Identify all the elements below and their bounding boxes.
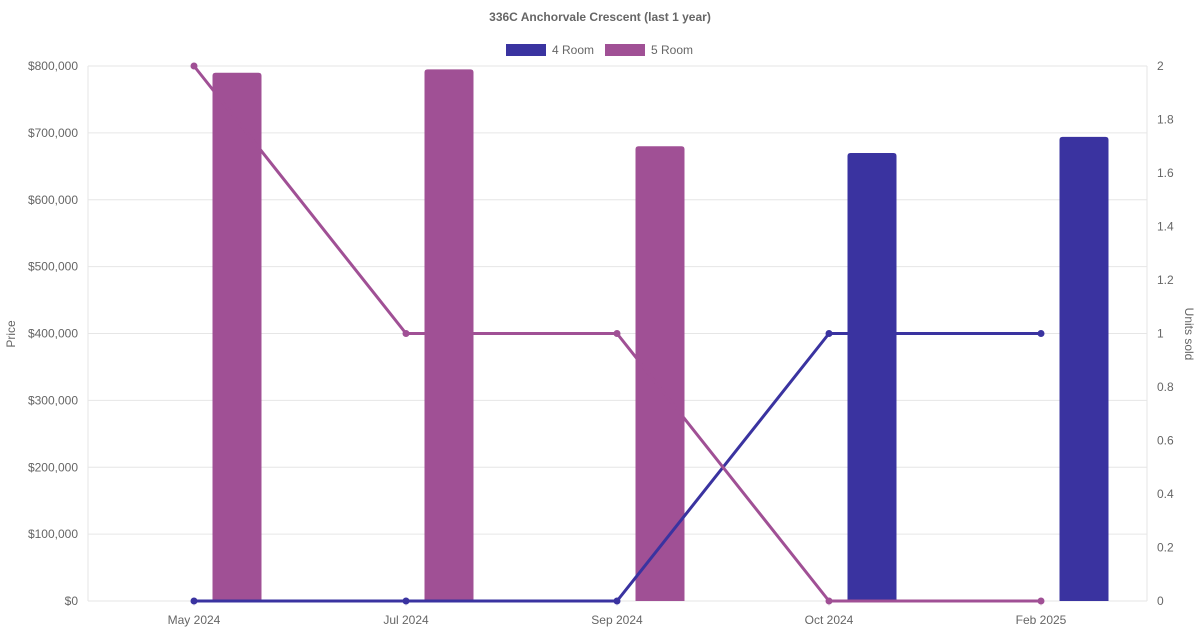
legend-item-5-room[interactable]: 5 Room	[605, 43, 693, 57]
left-axis: $0 $100,000 $200,000 $300,000 $400,000 $500,0…	[28, 59, 78, 608]
point-5-room-sep-2024[interactable]	[613, 330, 621, 337]
y-left-tick-label: $400,000	[28, 327, 78, 341]
x-tick-label: Feb 2025	[1016, 613, 1067, 627]
y-right-tick-label: 2	[1157, 59, 1164, 73]
y-right-tick-label: 1	[1157, 327, 1164, 341]
point-5-room-may-2024[interactable]	[190, 62, 198, 70]
y-left-tick-label: $300,000	[28, 393, 78, 407]
y-right-tick-label: 0.6	[1157, 434, 1174, 448]
y-right-tick-label: 0.4	[1157, 487, 1174, 501]
x-tick-label: Jul 2024	[383, 613, 429, 627]
x-tick-label: Sep 2024	[591, 613, 643, 627]
y-right-tick-label: 1.6	[1157, 166, 1174, 180]
y-left-tick-label: $700,000	[28, 126, 78, 140]
point-4-room-jul-2024[interactable]	[402, 597, 410, 605]
point-4-room-feb-2025[interactable]	[1037, 330, 1045, 337]
y-right-tick-label: 1.8	[1157, 113, 1174, 127]
y-right-tick-label: 1.4	[1157, 220, 1174, 234]
bar-4-room-oct-2024[interactable]	[847, 152, 897, 601]
legend-label-4-room: 4 Room	[552, 43, 594, 57]
legend-label-5-room: 5 Room	[651, 43, 693, 57]
x-axis: May 2024 Jul 2024 Sep 2024 Oct 2024 Feb 2025	[168, 613, 1067, 627]
chart-title: 336C Anchorvale Crescent (last 1 year)	[489, 10, 711, 24]
right-axis: 0 0.2 0.4 0.6 0.8 1 1.2 1.4 1.6 1.8 2	[1157, 59, 1174, 608]
point-4-room-oct-2024[interactable]	[825, 330, 833, 337]
bar-4-room-feb-2025[interactable]	[1059, 136, 1109, 601]
bars	[212, 69, 1109, 601]
y-right-tick-label: 0	[1157, 594, 1164, 608]
point-4-room-may-2024[interactable]	[190, 597, 198, 605]
point-4-room-sep-2024[interactable]	[613, 597, 621, 605]
point-5-room-jul-2024[interactable]	[402, 330, 410, 337]
y-axis-title-left: Price	[4, 320, 18, 348]
legend: 4 Room 5 Room	[506, 43, 693, 57]
legend-swatch-4-room	[506, 44, 546, 56]
y-left-tick-label: $100,000	[28, 527, 78, 541]
bar-5-room-sep-2024[interactable]	[635, 146, 685, 601]
y-left-tick-label: $0	[65, 594, 79, 608]
legend-swatch-5-room	[605, 44, 645, 56]
bar-5-room-may-2024[interactable]	[212, 72, 262, 601]
y-right-tick-label: 1.2	[1157, 273, 1174, 287]
lines	[190, 62, 1045, 605]
x-tick-label: Oct 2024	[805, 613, 854, 627]
point-5-room-oct-2024[interactable]	[825, 597, 833, 605]
y-left-tick-label: $800,000	[28, 59, 78, 73]
x-tick-label: May 2024	[168, 613, 221, 627]
bar-5-room-jul-2024[interactable]	[424, 69, 474, 601]
y-left-tick-label: $600,000	[28, 193, 78, 207]
y-axis-title-right: Units sold	[1182, 308, 1196, 361]
y-right-tick-label: 0.2	[1157, 541, 1174, 555]
y-left-tick-label: $200,000	[28, 460, 78, 474]
y-right-tick-label: 0.8	[1157, 380, 1174, 394]
point-5-room-feb-2025[interactable]	[1037, 597, 1045, 605]
legend-item-4-room[interactable]: 4 Room	[506, 43, 594, 57]
y-left-tick-label: $500,000	[28, 260, 78, 274]
